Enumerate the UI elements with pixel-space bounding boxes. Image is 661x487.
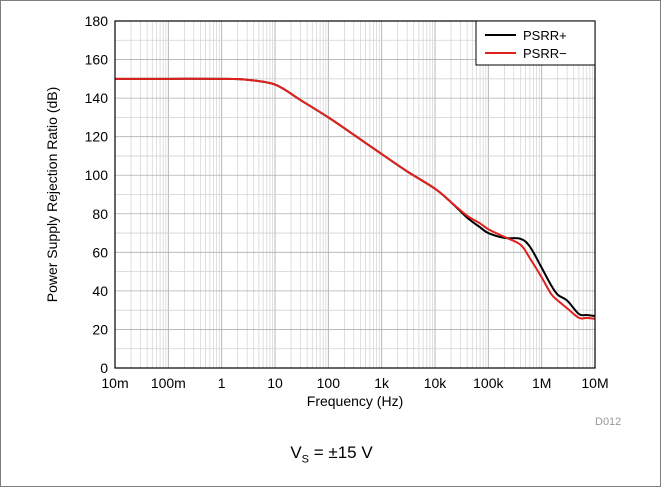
y-tick-label: 100 (85, 167, 109, 183)
y-tick-label: 0 (100, 360, 108, 376)
legend-label: PSRR+ (523, 28, 567, 43)
x-tick-label: 1k (374, 375, 390, 391)
x-tick-label: 100 (317, 375, 341, 391)
series-line-psrr-minus (115, 77, 596, 320)
x-tick-label: 1 (218, 375, 226, 391)
y-axis-title: Power Supply Rejection Ratio (dB) (44, 87, 60, 303)
series-line-psrr-plus (115, 77, 596, 317)
test-condition-caption: VS = ±15 V (1, 443, 661, 465)
tick-labels: 10m 100m 1 10 100 1k 10k 100k 1M 10M 0 20 40 60 80 100 1… (85, 13, 609, 391)
series-layer (115, 77, 596, 320)
plot-border (114, 20, 596, 369)
psrr-chart: 10m 100m 1 10 100 1k 10k 100k 1M 10M 0 20 40 60 80 100 1… (44, 13, 621, 428)
x-tick-label: 10m (101, 375, 128, 391)
x-axis-title: Frequency (Hz) (307, 393, 403, 409)
y-tick-label: 20 (92, 321, 108, 337)
y-tick-label: 60 (92, 244, 108, 260)
legend: PSRR+ PSRR− (475, 20, 596, 66)
y-tick-label: 80 (92, 206, 108, 222)
x-tick-label: 10k (424, 375, 448, 391)
grid-layer (114, 20, 595, 369)
x-tick-label: 1M (532, 375, 551, 391)
legend-label: PSRR− (523, 46, 567, 61)
caption-suffix: = ±15 V (309, 443, 373, 462)
caption-prefix: V (290, 443, 302, 462)
y-tick-label: 160 (85, 52, 109, 68)
x-tick-label: 100k (473, 375, 504, 391)
y-tick-label: 180 (85, 13, 109, 29)
x-tick-label: 10 (267, 375, 283, 391)
figure-id: D012 (595, 416, 621, 428)
y-tick-label: 140 (85, 90, 109, 106)
y-tick-label: 120 (85, 129, 109, 145)
x-tick-label: 10M (581, 375, 608, 391)
caption-subscript: S (301, 453, 309, 466)
legend-box (475, 20, 596, 66)
y-tick-label: 40 (92, 283, 108, 299)
x-tick-label: 100m (151, 375, 186, 391)
